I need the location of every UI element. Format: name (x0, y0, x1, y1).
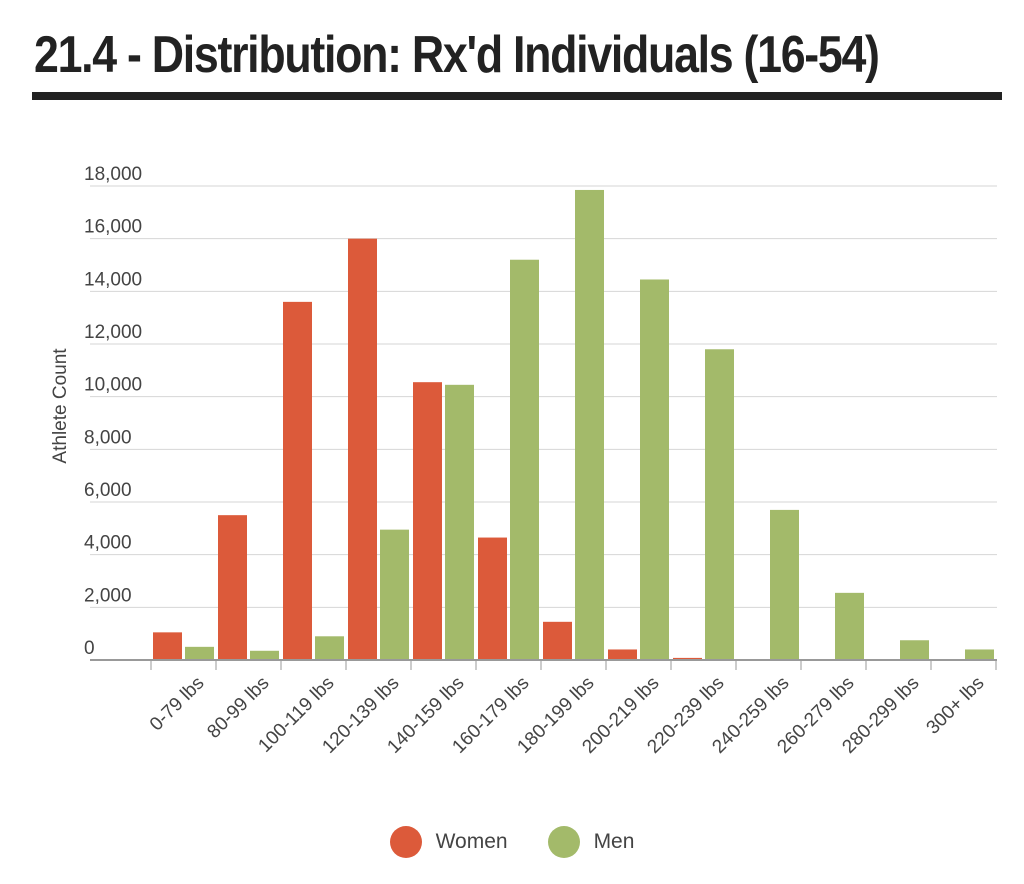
bar-men (705, 349, 734, 660)
chart-title: 21.4 - Distribution: Rx'd Individuals (1… (34, 26, 880, 84)
men-legend-marker (547, 826, 580, 858)
bar-men (510, 259, 539, 660)
x-tick-label: 300+ lbs (923, 673, 989, 739)
bar-women (478, 537, 507, 660)
y-tick-label: 12,000 (84, 322, 142, 343)
bar-women (608, 649, 637, 660)
y-axis-title: Athlete Count (50, 348, 71, 464)
bar-men (250, 650, 279, 660)
title-rule (32, 92, 1002, 100)
bar-men (445, 384, 474, 660)
bar-women (543, 621, 572, 660)
bar-men (185, 646, 214, 660)
bar-men (575, 189, 604, 660)
bar-women (413, 382, 442, 660)
y-tick-label: 18,000 (84, 164, 142, 185)
bar-men (965, 649, 994, 660)
y-tick-label: 14,000 (84, 269, 142, 290)
y-tick-label: 0 (84, 638, 95, 659)
y-tick-label: 8,000 (84, 427, 132, 448)
bar-men (380, 529, 409, 660)
legend-item-women[interactable]: Women (389, 826, 508, 858)
legend-label-women: Women (435, 830, 508, 853)
bar-men (640, 279, 669, 660)
y-tick-label: 2,000 (84, 585, 132, 606)
y-tick-label: 4,000 (84, 533, 132, 554)
bar-women (348, 238, 377, 660)
bar-men (835, 592, 864, 660)
bar-women (153, 632, 182, 660)
bar-men (315, 636, 344, 660)
y-tick-label: 10,000 (84, 375, 142, 396)
bar-men (770, 509, 799, 660)
women-legend-marker (389, 826, 422, 858)
legend-label-men: Men (593, 830, 635, 853)
x-tick-label: 0-79 lbs (146, 673, 209, 736)
legend-item-men[interactable]: Men (547, 826, 635, 858)
y-tick-label: 16,000 (84, 217, 142, 238)
bar-women (218, 515, 247, 660)
y-tick-label: 6,000 (84, 480, 132, 501)
legend: Women Men (0, 826, 1024, 858)
bar-women (673, 657, 702, 660)
bar-women (283, 301, 312, 660)
bar-men (900, 640, 929, 660)
